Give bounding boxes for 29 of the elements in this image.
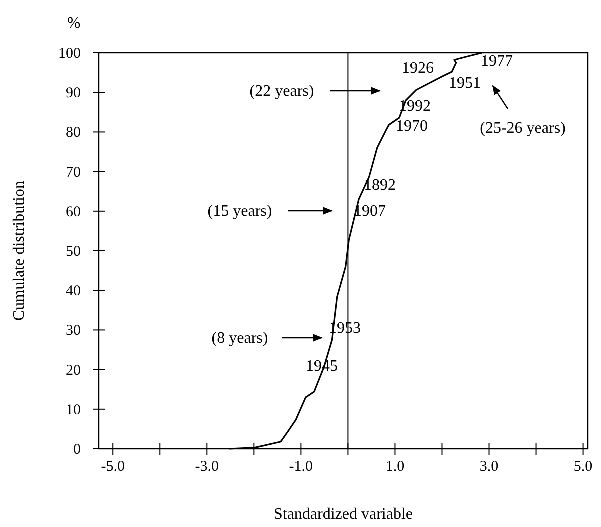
- x-axis-title: Standardized variable: [274, 506, 414, 523]
- text: %: [67, 15, 81, 32]
- y-tick-label: 50: [66, 244, 81, 260]
- y-tick-label: 60: [66, 204, 81, 220]
- annotation: (22 years): [250, 83, 314, 100]
- annotation: 1977: [481, 53, 513, 70]
- annotation: 1926: [402, 60, 434, 77]
- annotation: 1892: [364, 177, 396, 194]
- x-tick-label: 3.0: [480, 459, 499, 475]
- y-tick-label: 90: [66, 86, 81, 102]
- annotation: (25-26 years): [480, 120, 566, 137]
- y-tick-label: 40: [66, 284, 81, 300]
- annotation: 1970: [396, 118, 428, 135]
- x-tick-label: -1.0: [289, 459, 314, 475]
- y-tick-label: 0: [74, 442, 81, 458]
- y-tick-label: 20: [66, 362, 81, 379]
- annotation: (15 years): [208, 203, 272, 220]
- y-tick-label: 100: [58, 46, 81, 62]
- y-tick-label: 10: [66, 402, 81, 418]
- x-tick-label: 1.0: [386, 459, 405, 475]
- x-tick-label: 5.0: [574, 459, 593, 475]
- y-tick-label: 80: [66, 125, 81, 142]
- y-axis-title: Cumulate distribution: [11, 181, 28, 321]
- x-tick-label: -5.0: [101, 459, 125, 475]
- y-tick-label: 30: [66, 323, 81, 340]
- x-tick-label: -3.0: [195, 459, 220, 475]
- annotation: (8 years): [212, 330, 268, 347]
- y-tick-label: 70: [66, 164, 81, 181]
- annotation: 1951: [449, 75, 481, 92]
